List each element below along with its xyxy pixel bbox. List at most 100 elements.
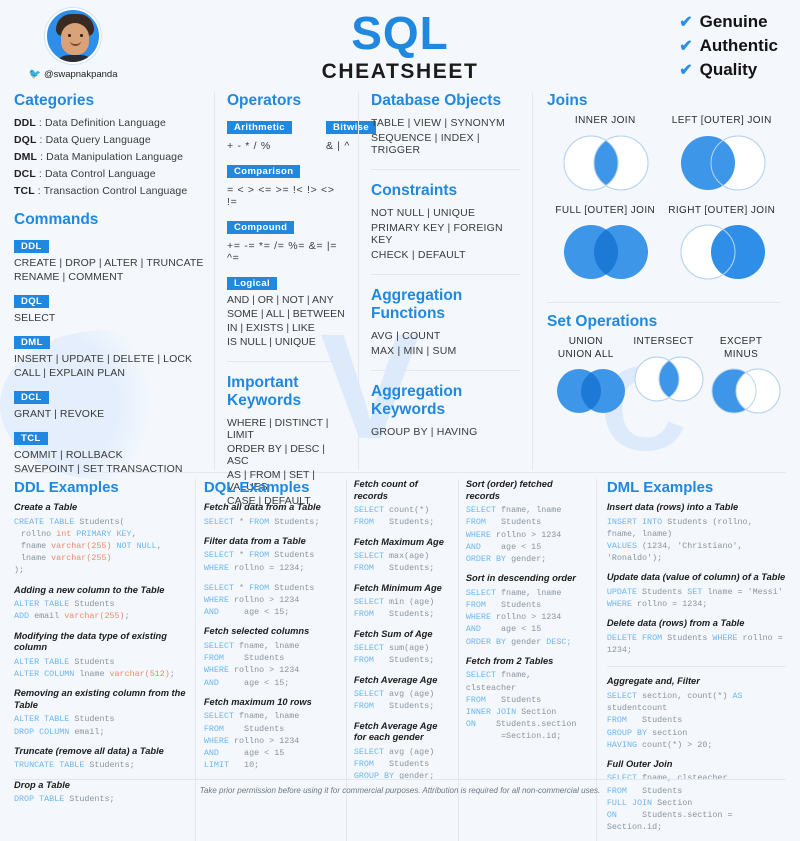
code-token-k: AND [203, 607, 224, 618]
snippet-code: DELETE FROM Students WHERE rollno = 1234… [607, 632, 786, 656]
category-abbr: TCL [14, 185, 35, 197]
code-token-s: rollno > 1234 [234, 665, 300, 676]
category-abbr: DML [14, 151, 38, 163]
snippet-title: Full Outer Join [606, 758, 673, 769]
author-block: 🐦 @swapnakpanda [18, 8, 128, 80]
code-token-k: TRUNCATE TABLE [14, 760, 90, 771]
code-token-k: FROM [353, 609, 379, 620]
snippet-title: Delete data (rows) from a Table [606, 618, 745, 629]
code-token-s: * [239, 516, 250, 527]
venn-inner-join: INNER JOIN [547, 115, 664, 199]
code-token-k: SELECT [203, 550, 240, 561]
code-token-k: WHERE [203, 735, 234, 746]
snippet-code: SELECT max(age) FROM Students; [354, 550, 452, 574]
code-token-s: Students [74, 599, 115, 610]
snippet-code: SELECT section, count(*) AS studentcount… [607, 690, 786, 751]
code-token-s: Students [642, 586, 688, 597]
code-token-s: Students.section = Section.id; [606, 810, 738, 833]
snippet-title: Fetch selected columns [203, 626, 310, 637]
footer-note: Take prior permission before using it fo… [199, 786, 601, 795]
code-snippet: Fetch count of records SELECT count(*) FRO… [354, 479, 452, 529]
badge-label: Quality [699, 60, 758, 79]
code-line: FROM Students [354, 758, 452, 770]
code-token-s: fname, lname [239, 711, 300, 722]
code-token-s: Students.section [480, 719, 577, 730]
code-token-k: ALTER TABLE [14, 714, 75, 725]
operators-column: Operators Arithmetic + - * / % Bitwise &… [214, 92, 377, 507]
code-token-s: * [239, 582, 250, 593]
command-line: CREATE | DROP | ALTER | TRUNCATE [14, 257, 204, 269]
categories-list: DDL : Data Definition Language DQL : Dat… [14, 117, 204, 197]
constraint-line: CHECK | DEFAULT [371, 249, 466, 261]
section-heading-important-keywords: Important Keywords [227, 374, 302, 409]
code-snippet: SELECT * FROM Students WHERE rollno > 123… [204, 582, 340, 619]
command-line: COMMIT | ROLLBACK [14, 449, 123, 461]
code-token-k: SELECT [606, 690, 643, 701]
logical-line: IS NULL | UNIQUE [227, 336, 316, 348]
tag-badge: Comparison [227, 165, 301, 178]
code-token-k: SELECT [465, 670, 502, 681]
twitter-bird-icon: 🐦 [28, 68, 41, 80]
code-line: SELECT * FROM Students; [204, 516, 340, 528]
operator-symbols: = < > <= >= !< !> <> != [227, 184, 335, 208]
venn-diagram [680, 224, 765, 280]
code-token-k: DELETE FROM [606, 632, 668, 643]
code-token-k: DESC; [546, 636, 572, 647]
snippet-title: Fetch count of records [353, 479, 418, 501]
category-name: Data Manipulation Language [46, 151, 184, 163]
category-sep: : [39, 134, 43, 146]
code-token-k: FROM [353, 517, 379, 528]
code-token-k: FROM [353, 701, 379, 712]
code-token-s: Students; [378, 609, 435, 620]
code-snippet: Fetch Average Age for each gender SELECT … [354, 721, 452, 783]
command-line: INSERT | UPDATE | DELETE | LOCK [14, 353, 193, 365]
command-line: SELECT [14, 312, 56, 324]
venn-except-minus: EXCEPT MINUS [702, 336, 781, 422]
code-token-k: SELECT [353, 597, 390, 608]
header: 🐦 @swapnakpanda SQL CHEATSHEET ✔ Genuine… [0, 0, 800, 92]
code-token-s: rollno = 1234; [234, 562, 305, 573]
code-token-k: AND [203, 747, 224, 758]
code-token-k: FROM [353, 655, 379, 666]
snippet-code: ALTER TABLE Students ALTER COLUMN lname v… [14, 656, 187, 680]
category-abbr: DDL [14, 117, 36, 129]
code-token-k: AND [465, 541, 486, 552]
code-token-k: GROUP BY [353, 771, 400, 782]
code-token-k: HAVING [606, 739, 643, 750]
venn-diagram [557, 369, 625, 413]
code-line: SELECT min (age) [354, 596, 452, 608]
category-abbr: DQL [14, 134, 37, 146]
dml-snippet-list-2: Aggregate and, Filter SELECT section, cou… [607, 676, 786, 833]
code-line: INSERT INTO Students (rollno, fname, lna… [607, 516, 786, 540]
code-line: ORDER BY gender; [466, 553, 582, 565]
keyword-line: ORDER BY | DESC | ASC [227, 443, 326, 467]
code-token-k: NOT NULL [116, 540, 157, 551]
code-snippet: Update data (value of column) of a Table… [607, 572, 786, 610]
code-token-s: email [34, 611, 65, 622]
code-line: SELECT max(age) [354, 550, 452, 562]
venn-label: FULL [OUTER] JOIN [555, 204, 656, 216]
code-token-s: section, count(*) [642, 690, 733, 701]
code-token-s: Students; [378, 563, 435, 574]
code-line: ON Students.section [466, 718, 582, 730]
command-group-dcl: DCL GRANT | REVOKE [14, 387, 204, 420]
check-icon: ✔ [679, 14, 693, 31]
joins-column: Joins INNER JOIN LEFT [OUTER] JOIN [532, 92, 786, 470]
category-item: DML : Data Manipulation Language [14, 151, 204, 163]
code-line: ALTER COLUMN lname varchar(512); [14, 668, 187, 680]
venn-intersect: INTERSECT [625, 336, 704, 422]
code-token-s: rollno > 1234 [234, 735, 300, 746]
code-token-s: 10; [234, 760, 260, 771]
badge-label: Authentic [699, 36, 778, 55]
code-token-s: Students [74, 714, 115, 725]
code-token-s: rollno > 1234 [496, 529, 562, 540]
code-token-k: WHERE [203, 665, 234, 676]
code-token-k: GROUP BY [606, 727, 653, 738]
code-line: WHERE rollno > 1234 [466, 611, 582, 623]
code-token-k: SELECT [353, 643, 390, 654]
code-token-k: SELECT [607, 773, 642, 783]
snippet-code: SELECT * FROM Students WHERE rollno > 123… [204, 582, 340, 619]
code-token-s: Students [74, 656, 115, 667]
operator-group-logical: Logical AND | OR | NOT | ANY SOME | ALL … [227, 273, 346, 348]
divider [606, 666, 786, 668]
